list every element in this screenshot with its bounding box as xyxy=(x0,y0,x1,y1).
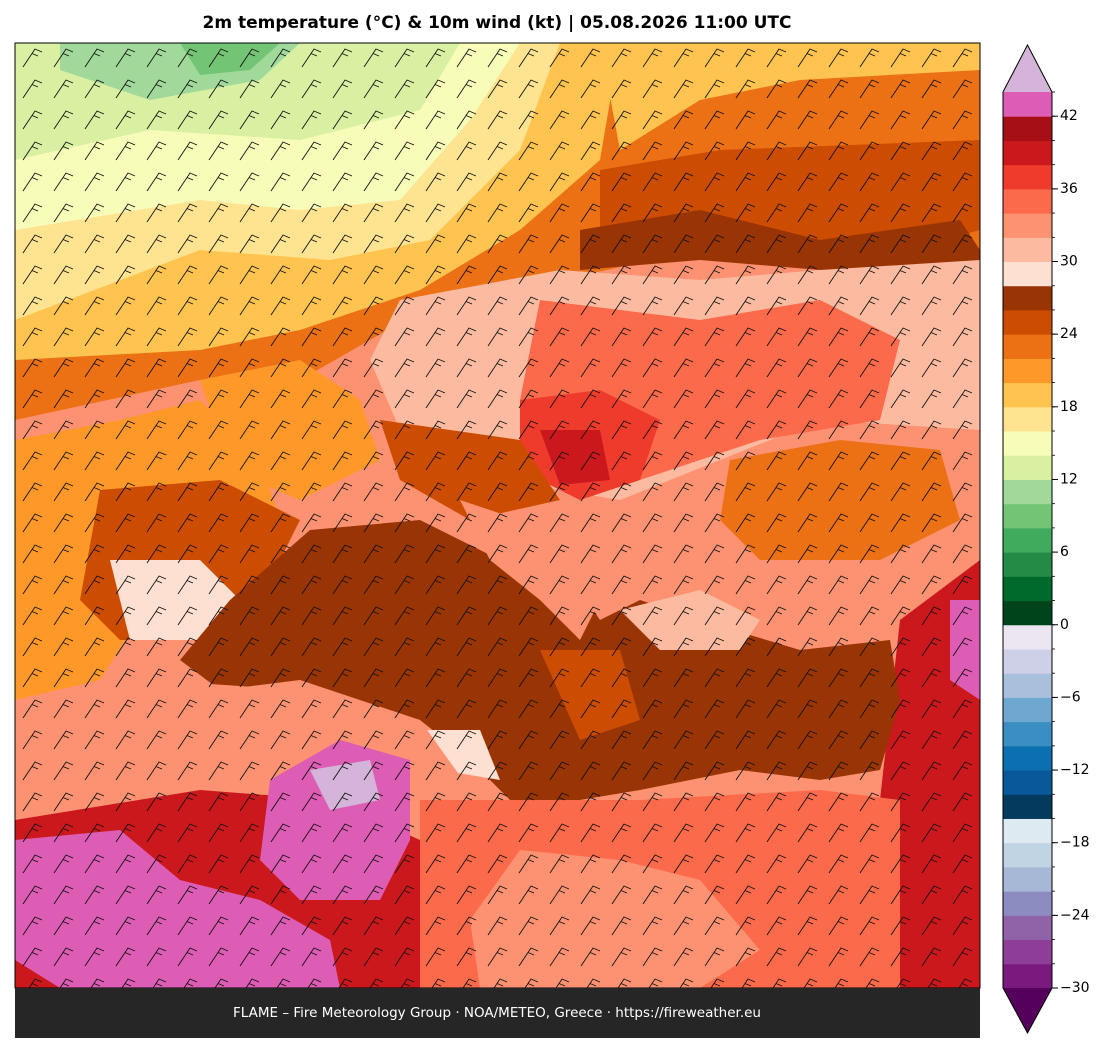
colorbar-band xyxy=(1003,358,1052,384)
colorbar-band xyxy=(1003,576,1052,602)
colorbar-tick-label: −12 xyxy=(1060,762,1090,778)
colorbar-band xyxy=(1003,891,1052,916)
colorbar-band xyxy=(1003,842,1052,868)
colorbar-tick-label: 12 xyxy=(1060,471,1078,487)
colorbar-tick-label: 18 xyxy=(1060,399,1078,415)
colorbar-band xyxy=(1003,915,1052,941)
colorbar-tick-label: 0 xyxy=(1060,617,1069,633)
footer-text: FLAME – Fire Meteorology Group · NOA/MET… xyxy=(233,1005,761,1021)
colorbar-band xyxy=(1003,673,1052,698)
colorbar-band xyxy=(1003,648,1052,674)
colorbar-band xyxy=(1003,431,1052,456)
colorbar-tick-label: 30 xyxy=(1060,254,1078,270)
colorbar-tick-label: −24 xyxy=(1060,907,1090,923)
colorbar-band xyxy=(1003,164,1052,190)
colorbar-band xyxy=(1003,116,1052,141)
colorbar-band xyxy=(1003,794,1052,819)
colorbar-band xyxy=(1003,334,1052,359)
colorbar-band xyxy=(1003,406,1052,432)
colorbar-band xyxy=(1003,600,1052,626)
colorbar-band xyxy=(1003,963,1052,989)
colorbar-band xyxy=(1003,745,1052,771)
colorbar-band xyxy=(1003,770,1052,795)
colorbar-tick-label: −18 xyxy=(1060,835,1090,851)
colorbar-band xyxy=(1003,140,1052,166)
colorbar-under xyxy=(1003,988,1052,1033)
colorbar-band xyxy=(1003,213,1052,238)
colorbar-over xyxy=(1003,45,1052,92)
colorbar-band xyxy=(1003,721,1052,747)
colorbar-band xyxy=(1003,503,1052,529)
colorbar-tick-label: −30 xyxy=(1060,980,1090,996)
colorbar-band xyxy=(1003,818,1052,844)
colorbar-tick-label: 24 xyxy=(1060,326,1078,342)
colorbar-band xyxy=(1003,697,1052,723)
colorbar-band xyxy=(1003,285,1052,311)
colorbar-band xyxy=(1003,624,1052,650)
colorbar-band xyxy=(1003,237,1052,263)
colorbar-band xyxy=(1003,866,1052,892)
colorbar-band xyxy=(1003,188,1052,214)
colorbar-band xyxy=(1003,382,1052,408)
colorbar-band xyxy=(1003,309,1052,335)
colorbar-tick-label: 6 xyxy=(1060,544,1069,560)
map-title: 2m temperature (°C) & 10m wind (kt) | 05… xyxy=(202,13,791,33)
colorbar-band xyxy=(1003,455,1052,480)
colorbar-tick-label: 36 xyxy=(1060,181,1078,197)
colorbar-band xyxy=(1003,527,1052,553)
footer-bar xyxy=(15,988,980,1038)
colorbar-tick-label: −6 xyxy=(1060,689,1081,705)
colorbar-band xyxy=(1003,261,1052,287)
map xyxy=(15,43,980,988)
colorbar-band xyxy=(1003,552,1052,577)
colorbar: −30 −24 −18 −12 −6 0 6 12 18 24 30 36 42 xyxy=(1002,43,1090,1035)
colorbar-band xyxy=(1003,939,1052,965)
colorbar-band xyxy=(1003,92,1052,117)
colorbar-band xyxy=(1003,479,1052,505)
colorbar-tick-label: 42 xyxy=(1060,108,1078,124)
